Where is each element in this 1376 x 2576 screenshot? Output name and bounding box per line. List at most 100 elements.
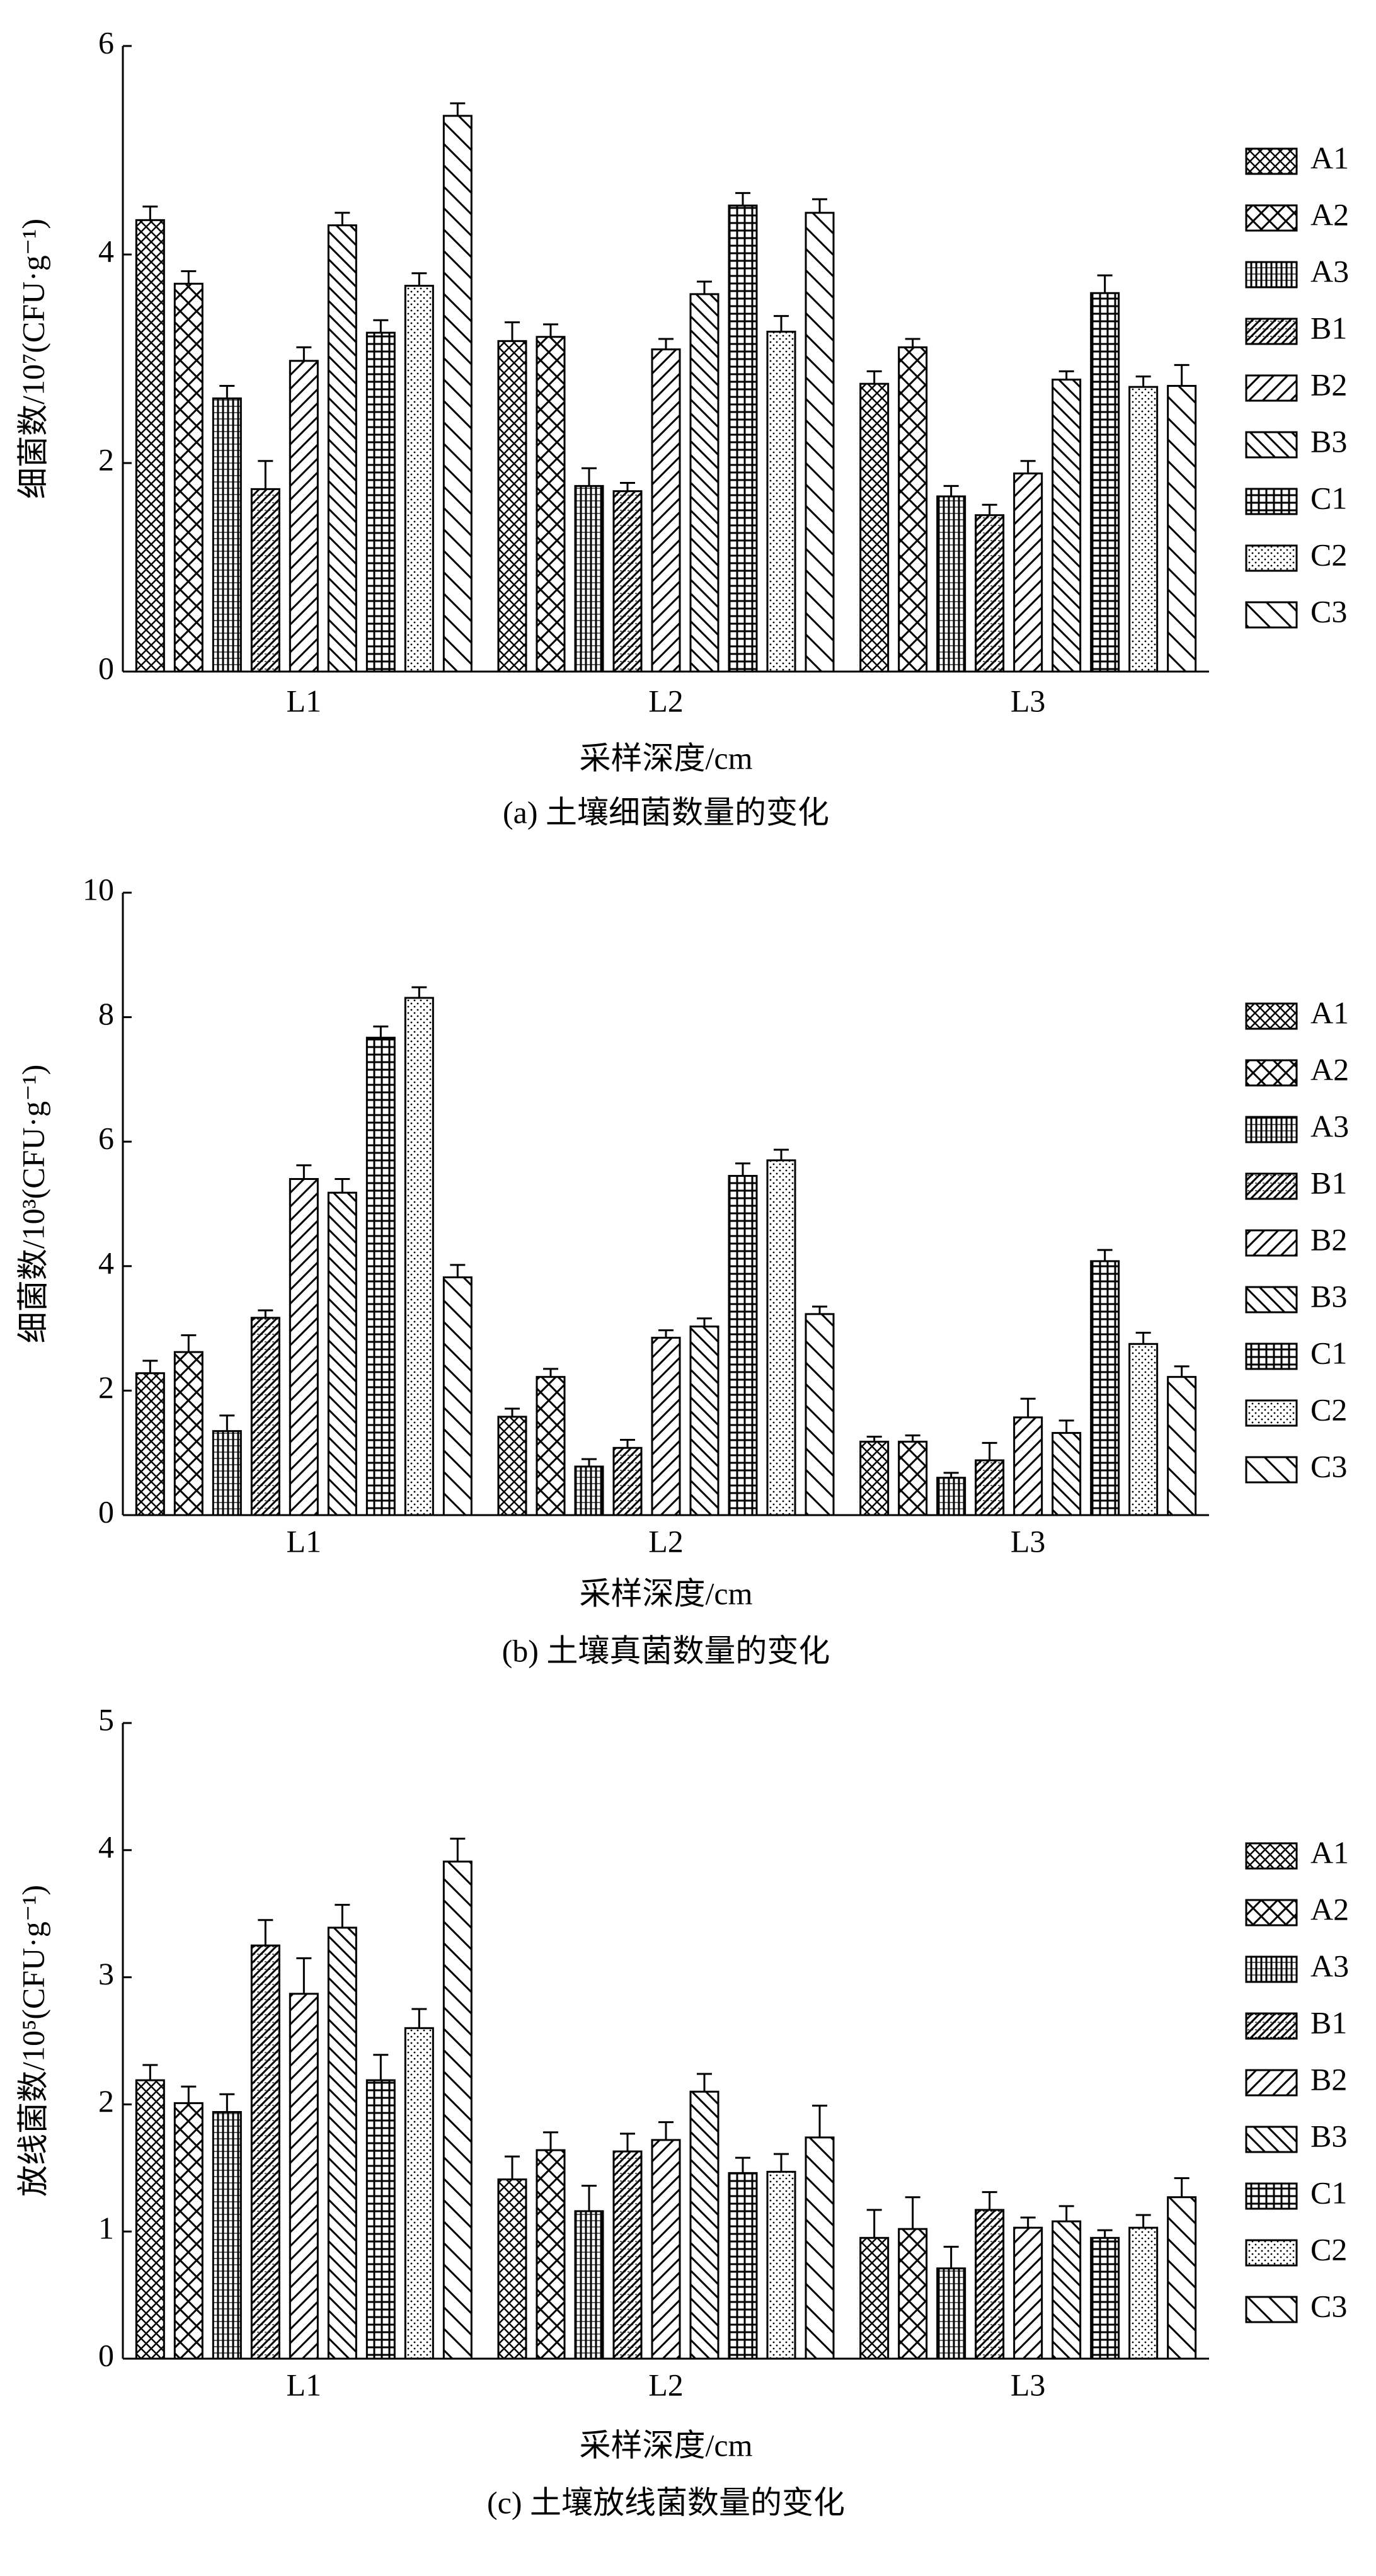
legend-swatch (1245, 601, 1298, 629)
bar (442, 1860, 473, 2360)
y-tick-label: 1 (98, 2211, 114, 2246)
legend-swatch (1245, 2296, 1298, 2323)
error-bar (450, 1264, 466, 1278)
bar (651, 2139, 681, 2360)
legend-label: A1 (1310, 1835, 1349, 1870)
error-bar (982, 1441, 997, 1461)
y-axis-label: 细菌数/10⁷(CFU·g⁻¹) (15, 219, 50, 499)
error-bar (219, 2093, 235, 2112)
error-bar (982, 2191, 997, 2210)
y-tick-label: 8 (98, 996, 114, 1031)
bar (936, 495, 966, 673)
caption: (c) 土壤放线菌数量的变化 (487, 2485, 845, 2520)
error-bar (582, 1458, 597, 1467)
bar (1090, 1260, 1120, 1516)
bar (805, 212, 835, 673)
bar (404, 997, 434, 1516)
legend-label: A3 (1310, 1948, 1349, 1983)
error-bar (582, 2185, 597, 2211)
bar (1090, 292, 1120, 673)
error-bar (774, 1148, 789, 1160)
bar (497, 1416, 527, 1516)
legend-swatch (1245, 374, 1298, 402)
bar (936, 2267, 966, 2360)
bar (442, 115, 473, 673)
bar (173, 282, 204, 673)
bar (250, 1317, 280, 1516)
bar (1128, 386, 1159, 673)
y-tick-label: 2 (98, 1370, 114, 1405)
bar (1052, 1432, 1082, 1516)
bar (404, 285, 434, 673)
bar (1167, 385, 1197, 673)
legend-swatch (1245, 318, 1298, 345)
error-bar (658, 2121, 674, 2140)
error-bar (450, 1838, 466, 1862)
error-bar (258, 1309, 273, 1318)
bar (1167, 1376, 1197, 1516)
legend-label: A1 (1310, 995, 1349, 1030)
error-bar (543, 1368, 558, 1377)
error-bar (1135, 1332, 1151, 1344)
error-bar (1020, 2216, 1036, 2228)
error-bar (258, 1919, 273, 1946)
bar (936, 1477, 966, 1516)
bar (898, 1440, 928, 1516)
bar (365, 331, 396, 673)
bar (859, 2236, 890, 2360)
bar (766, 2170, 796, 2360)
error-bar (735, 1162, 750, 1176)
y-tick-label: 6 (98, 1121, 114, 1156)
legend-swatch (1245, 1172, 1298, 1200)
bar (327, 224, 357, 673)
legend-label: C3 (1310, 2288, 1347, 2323)
y-tick-label: 4 (98, 233, 114, 268)
x-axis-label: 采样深度/cm (580, 2427, 753, 2463)
bar (135, 1372, 165, 1516)
bar (766, 1159, 796, 1516)
y-axis-label: 细菌数/10³(CFU·g⁻¹) (15, 1065, 50, 1343)
bar (365, 2079, 396, 2360)
legend-label: A3 (1310, 1108, 1349, 1143)
error-bar (1174, 2177, 1190, 2197)
bar (497, 340, 527, 673)
error-bar (905, 1434, 920, 1442)
error-bar (335, 212, 350, 226)
error-bar (543, 323, 558, 337)
y-tick-label: 0 (98, 650, 114, 685)
error-bar (411, 272, 427, 286)
error-bar (181, 270, 197, 284)
legend-swatch (1245, 1229, 1298, 1257)
error-bar (943, 1472, 959, 1478)
error-bar (582, 467, 597, 486)
legend-label: A2 (1310, 1051, 1349, 1087)
bar (859, 382, 890, 673)
error-bar (296, 346, 312, 361)
bar (975, 1459, 1005, 1516)
bar (289, 1177, 319, 1516)
legend-label: B1 (1310, 310, 1347, 345)
bar (1128, 2226, 1159, 2360)
legend-swatch (1245, 1059, 1298, 1087)
bar (1013, 472, 1043, 673)
error-bar (1097, 274, 1113, 294)
error-bar (1097, 1249, 1113, 1261)
y-tick-label: 10 (83, 871, 114, 907)
legend-label: C3 (1310, 1448, 1347, 1484)
bar (497, 2178, 527, 2360)
bar (728, 1175, 758, 1516)
bar (805, 2136, 835, 2360)
bar (1167, 2196, 1197, 2360)
error-bar (142, 1360, 158, 1373)
error-bar (181, 1334, 197, 1353)
legend-label: A2 (1310, 197, 1349, 232)
error-bar (620, 1438, 635, 1448)
error-bar (812, 198, 827, 213)
legend-label: B2 (1310, 1222, 1347, 1257)
legend-swatch (1245, 431, 1298, 459)
legend-label: C1 (1310, 1335, 1347, 1370)
error-bar (543, 2131, 558, 2151)
y-tick-label: 0 (98, 2337, 114, 2373)
error-bar (1058, 1419, 1074, 1433)
error-bar (335, 1904, 350, 1928)
